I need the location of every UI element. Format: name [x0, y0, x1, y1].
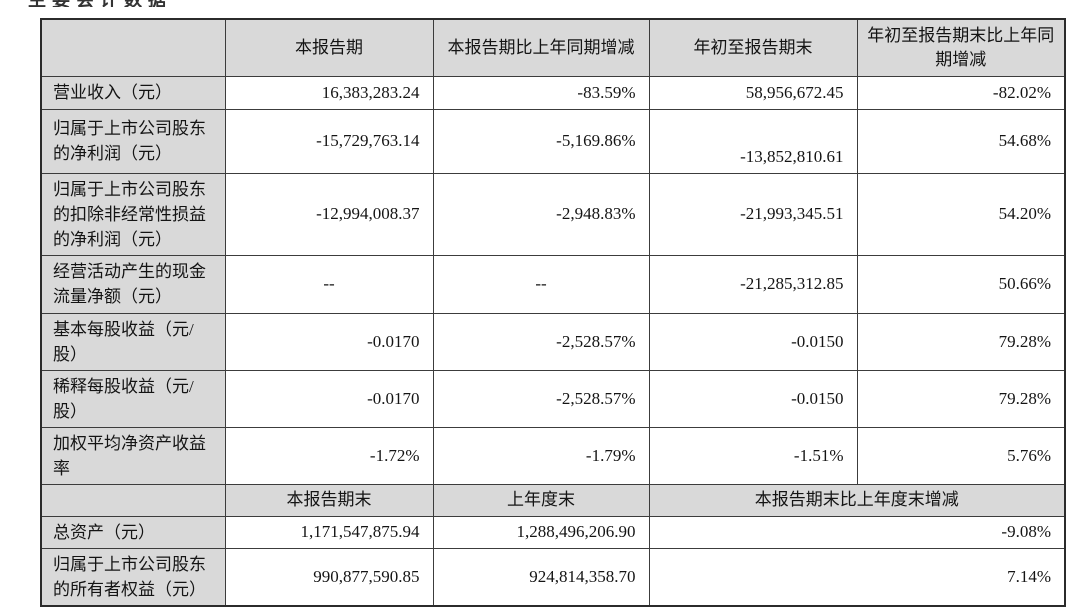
cell-value: -83.59%: [432, 75, 650, 110]
cell-value: -5,169.86%: [432, 108, 650, 174]
table-row-net-profit-excl-nonrecurring: 归属于上市公司股东的扣除非经常性损益的净利润（元） -12,994,008.37…: [40, 172, 1066, 256]
cell-value: -0.0150: [648, 369, 858, 428]
row-label: 加权平均净资产收益率: [40, 426, 226, 485]
cell-value: -2,528.57%: [432, 369, 650, 428]
col-header-ytd-yoy: 年初至报告期末比上年同期增减: [856, 18, 1066, 77]
cell-value: -21,285,312.85: [648, 254, 858, 314]
cell-value: 54.68%: [856, 108, 1066, 174]
cell-value: 58,956,672.45: [648, 75, 858, 110]
cell-value: -15,729,763.14: [224, 108, 434, 174]
table-row-net-profit: 归属于上市公司股东的净利润（元） -15,729,763.14 -5,169.8…: [40, 108, 1066, 174]
cell-value: -1.51%: [648, 426, 858, 485]
row-label: 归属于上市公司股东的扣除非经常性损益的净利润（元）: [40, 172, 226, 256]
col-header-current-period: 本报告期: [224, 18, 434, 77]
col-header-period-end: 本报告期末: [224, 483, 434, 517]
row-label: 稀释每股收益（元/股）: [40, 369, 226, 428]
clipped-heading-text: 主要会计数据: [28, 0, 248, 7]
cell-value: -2,948.83%: [432, 172, 650, 256]
header-row-period: 本报告期 本报告期比上年同期增减 年初至报告期末 年初至报告期末比上年同期增减: [40, 18, 1066, 77]
cell-value: --: [224, 254, 434, 314]
row-label: 归属于上市公司股东的所有者权益（元）: [40, 547, 226, 606]
corner-cell: [40, 18, 226, 77]
table-row-weighted-avg-roe: 加权平均净资产收益率 -1.72% -1.79% -1.51% 5.76%: [40, 426, 1066, 485]
cell-value: 1,288,496,206.90: [432, 515, 650, 549]
cell-value: 50.66%: [856, 254, 1066, 314]
table-row-operating-cash-flow: 经营活动产生的现金流量净额（元） -- -- -21,285,312.85 50…: [40, 254, 1066, 314]
cell-value: -0.0170: [224, 312, 434, 371]
table-row-basic-eps: 基本每股收益（元/股） -0.0170 -2,528.57% -0.0150 7…: [40, 312, 1066, 371]
col-header-ytd: 年初至报告期末: [648, 18, 858, 77]
cell-value: -0.0150: [648, 312, 858, 371]
cell-value: 16,383,283.24: [224, 75, 434, 110]
row-label: 基本每股收益（元/股）: [40, 312, 226, 371]
cell-value: -13,852,810.61: [648, 108, 858, 174]
col-header-current-period-yoy: 本报告期比上年同期增减: [432, 18, 650, 77]
corner-cell: [40, 483, 226, 517]
cell-value: 990,877,590.85: [224, 547, 434, 606]
cell-value: -1.72%: [224, 426, 434, 485]
col-header-prev-year-end: 上年度末: [432, 483, 650, 517]
table-row-owners-equity: 归属于上市公司股东的所有者权益（元） 990,877,590.85 924,81…: [40, 547, 1066, 606]
table-row-total-assets: 总资产（元） 1,171,547,875.94 1,288,496,206.90…: [40, 515, 1066, 549]
cell-value: 54.20%: [856, 172, 1066, 256]
header-row-period-end: 本报告期末 上年度末 本报告期末比上年度末增减: [40, 483, 1066, 517]
row-label: 归属于上市公司股东的净利润（元）: [40, 108, 226, 174]
row-label: 经营活动产生的现金流量净额（元）: [40, 254, 226, 314]
cell-value: -0.0170: [224, 369, 434, 428]
cell-value: -82.02%: [856, 75, 1066, 110]
cell-value: -1.79%: [432, 426, 650, 485]
cell-value: -2,528.57%: [432, 312, 650, 371]
col-header-period-end-change: 本报告期末比上年度末增减: [648, 483, 1066, 517]
clipped-heading: 主要会计数据: [28, 0, 248, 7]
cell-value: 7.14%: [648, 547, 1066, 606]
cell-value: --: [432, 254, 650, 314]
table-row-revenue: 营业收入（元） 16,383,283.24 -83.59% 58,956,672…: [40, 75, 1066, 110]
cell-value: 5.76%: [856, 426, 1066, 485]
financial-summary-table: 本报告期 本报告期比上年同期增减 年初至报告期末 年初至报告期末比上年同期增减 …: [40, 18, 1066, 607]
cell-value: -21,993,345.51: [648, 172, 858, 256]
cell-value: 1,171,547,875.94: [224, 515, 434, 549]
row-label: 总资产（元）: [40, 515, 226, 549]
cell-value: -12,994,008.37: [224, 172, 434, 256]
cell-value: 924,814,358.70: [432, 547, 650, 606]
cell-value: 79.28%: [856, 369, 1066, 428]
row-label: 营业收入（元）: [40, 75, 226, 110]
cell-value: 79.28%: [856, 312, 1066, 371]
table-row-diluted-eps: 稀释每股收益（元/股） -0.0170 -2,528.57% -0.0150 7…: [40, 369, 1066, 428]
cell-value: -9.08%: [648, 515, 1066, 549]
